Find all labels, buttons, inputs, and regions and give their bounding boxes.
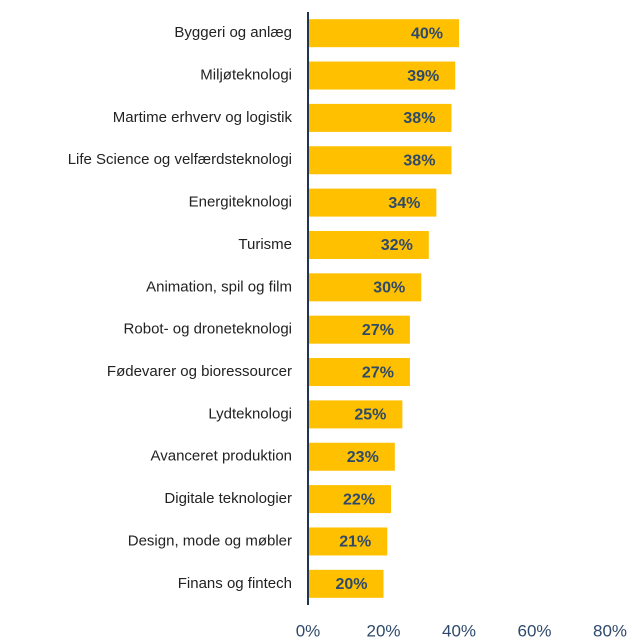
bar	[308, 527, 388, 556]
value-label: 22%	[343, 491, 375, 508]
bar	[308, 442, 395, 471]
category-label: Martime erhverv og logistik	[113, 109, 293, 126]
category-label: Design, mode og møbler	[128, 532, 292, 549]
bar	[308, 61, 456, 90]
value-label: 34%	[388, 195, 420, 212]
bar	[308, 273, 422, 302]
x-tick-label: 40%	[442, 621, 476, 640]
x-tick-label: 60%	[517, 621, 551, 640]
bar	[308, 188, 437, 217]
bar	[308, 315, 410, 344]
bar	[308, 400, 403, 429]
bar	[308, 358, 410, 387]
category-label: Finans og fintech	[178, 575, 292, 592]
x-tick-label: 80%	[593, 621, 627, 640]
category-label: Digitale teknologier	[164, 490, 292, 507]
value-label: 32%	[381, 237, 413, 254]
value-label: 25%	[354, 407, 386, 424]
category-label: Miljøteknologi	[200, 67, 292, 84]
category-label: Avanceret produktion	[151, 448, 292, 465]
category-label: Fødevarer og bioressourcer	[107, 363, 292, 380]
category-label: Turisme	[238, 236, 292, 253]
bar	[308, 230, 429, 259]
value-label: 21%	[339, 534, 371, 551]
category-label: Energiteknologi	[189, 194, 292, 211]
value-label: 38%	[403, 152, 435, 169]
value-label: 30%	[373, 280, 405, 297]
value-label: 27%	[362, 364, 394, 381]
category-label: Life Science og velfærdsteknologi	[68, 151, 292, 168]
category-label: Animation, spil og film	[146, 278, 292, 295]
value-label: 23%	[347, 449, 379, 466]
x-tick-label: 20%	[366, 621, 400, 640]
bar	[308, 569, 384, 598]
bar	[308, 103, 452, 132]
value-label: 20%	[335, 576, 367, 593]
value-label: 39%	[407, 68, 439, 85]
value-label: 40%	[411, 25, 443, 42]
category-label: Byggeri og anlæg	[174, 24, 292, 41]
x-tick-label: 0%	[296, 621, 321, 640]
bar	[308, 485, 392, 514]
value-label: 27%	[362, 322, 394, 339]
category-label: Robot- og droneteknologi	[124, 321, 292, 338]
bar	[308, 146, 452, 175]
value-label: 38%	[403, 110, 435, 127]
bar	[308, 19, 459, 48]
category-label: Lydteknologi	[208, 405, 292, 422]
